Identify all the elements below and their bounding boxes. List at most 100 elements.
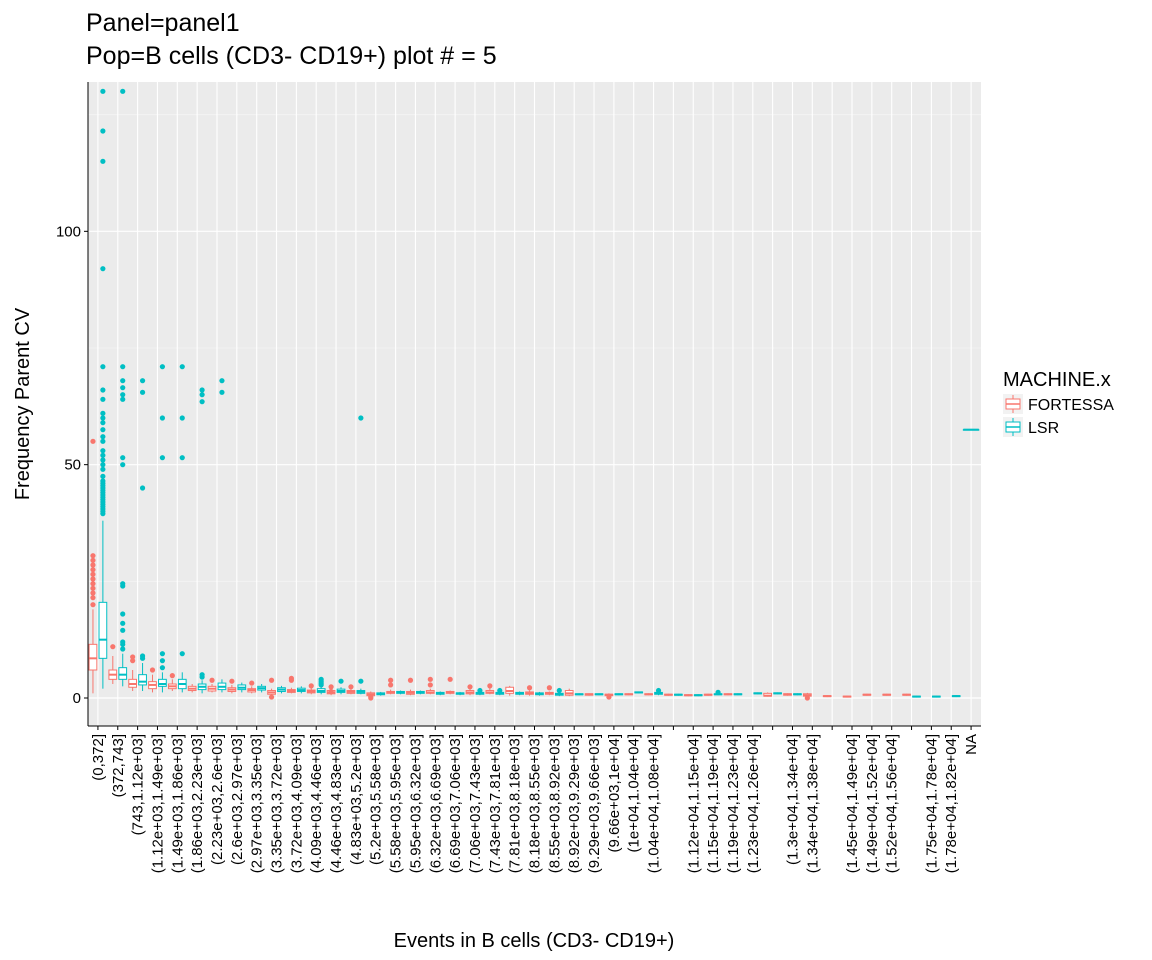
gridlines	[88, 82, 981, 726]
x-tick-label: (1.78e+04,1.82e+04]	[943, 734, 960, 873]
x-tick-label: (1.23e+04,1.26e+04]	[745, 734, 762, 873]
x-tick-label: (1.49e+03,1.86e+03]	[169, 734, 186, 873]
outlier-point	[328, 688, 334, 695]
y-axis-ticks: 0 50 100	[56, 223, 88, 707]
outlier-point	[159, 651, 166, 657]
x-tick-label: (1.52e+04,1.56e+04]	[884, 734, 901, 873]
x-tick-label: (1.34e+04,1.38e+04]	[804, 734, 821, 873]
box-lsr	[237, 682, 247, 693]
outlier-point	[268, 677, 275, 683]
outlier-point	[179, 651, 185, 657]
outlier-point	[90, 585, 96, 591]
outlier-point	[606, 694, 612, 700]
box-lsr	[614, 693, 624, 696]
outlier-point	[120, 455, 126, 461]
outlier-point	[804, 695, 810, 701]
box-fortessa	[822, 695, 832, 698]
outlier-point	[209, 677, 215, 683]
box-lsr	[376, 691, 386, 696]
outlier-point	[90, 602, 96, 608]
box-lsr	[296, 686, 306, 694]
box-lsr	[495, 687, 505, 696]
outlier-point	[100, 478, 106, 484]
box-fortessa	[88, 438, 98, 694]
chart-title: Panel=panel1	[86, 9, 240, 37]
box-iqr	[138, 674, 147, 686]
outlier-point	[100, 462, 106, 468]
x-tick-label: (7.06e+03,7.43e+03]	[467, 734, 484, 873]
x-tick-label: (7.43e+03,7.81e+03]	[487, 734, 504, 873]
outlier-point	[159, 364, 166, 370]
box-lsr	[475, 687, 485, 696]
outlier-point	[388, 677, 394, 683]
outlier-point	[90, 571, 96, 577]
x-tick-label: (1.19e+04,1.23e+04]	[725, 734, 742, 873]
outlier-point	[100, 410, 106, 416]
box-fortessa	[664, 693, 673, 696]
outlier-point	[199, 387, 205, 393]
box-lsr	[277, 685, 286, 694]
box-fortessa	[445, 676, 455, 695]
x-tick-label: (1e+04,1.04e+04]	[626, 734, 643, 852]
outlier-point	[199, 399, 205, 405]
outlier-point	[90, 553, 96, 559]
outlier-point	[407, 677, 414, 683]
outlier-point	[90, 576, 96, 582]
x-tick-label: (4.46e+03,4.83e+03]	[328, 734, 345, 873]
x-tick-label: (0,372]	[90, 734, 107, 781]
outlier-point	[497, 687, 503, 694]
chart-subtitle: Pop=B cells (CD3- CD19+) plot # = 5	[86, 42, 497, 70]
box-lsr	[674, 693, 683, 696]
box-lsr	[793, 693, 802, 696]
box-fortessa	[247, 680, 257, 694]
box-lsr	[336, 678, 346, 695]
box-fortessa	[644, 693, 653, 696]
box-lsr	[912, 695, 921, 698]
outlier-point	[169, 673, 175, 679]
x-tick-label: (7.81e+03,8.18e+03]	[507, 734, 524, 873]
legend-label: FORTESSA	[1028, 397, 1114, 414]
outlier-point	[139, 485, 146, 491]
box-iqr	[118, 667, 128, 680]
outlier-point	[90, 438, 96, 444]
outlier-point	[358, 678, 364, 684]
outlier-point	[100, 88, 106, 94]
box-lsr	[594, 693, 604, 696]
outlier-point	[715, 689, 721, 696]
outlier-point	[120, 620, 126, 626]
y-axis-title: Frequency Parent CV	[12, 307, 34, 500]
outlier-point	[120, 581, 126, 587]
outlier-point	[100, 387, 106, 393]
box-fortessa	[902, 693, 911, 696]
x-tick-label: (4.09e+03,4.46e+03]	[308, 734, 325, 873]
box-lsr	[962, 428, 980, 431]
outlier-point	[130, 658, 136, 664]
x-tick-label: (5.2e+03,5.58e+03]	[368, 734, 385, 865]
outlier-point	[90, 590, 96, 596]
box-fortessa	[862, 693, 872, 696]
outlier-point	[90, 557, 96, 563]
box-fortessa	[584, 693, 594, 696]
outlier-point	[100, 457, 106, 463]
outlier-point	[100, 158, 106, 164]
x-tick-label: (1.75e+04,1.78e+04]	[923, 734, 940, 873]
box-lsr	[118, 88, 128, 687]
box-fortessa	[167, 673, 177, 691]
outlier-point	[100, 128, 106, 134]
outlier-point	[556, 687, 562, 694]
outlier-point	[526, 685, 533, 691]
x-tick-label: (1.86e+03,2.23e+03]	[189, 734, 206, 873]
box-lsr	[773, 692, 782, 695]
box-fortessa	[525, 685, 534, 696]
x-tick-label: (6.32e+03,6.69e+03]	[427, 734, 444, 873]
outlier-point	[546, 685, 552, 691]
outlier-point	[249, 680, 255, 686]
x-tick-label: (3.72e+03,4.09e+03]	[288, 734, 305, 873]
x-tick-label: (8.18e+03,8.55e+03]	[527, 734, 544, 873]
x-tick-label: (1.04e+04,1.08e+04]	[646, 734, 663, 873]
box-iqr	[88, 643, 98, 671]
box-lsr	[416, 690, 425, 695]
outlier-point	[100, 364, 106, 370]
x-axis-ticks: (0,372] (372,743] (743,1.12e+03] (1.12e+03,…	[90, 726, 980, 873]
outlier-point	[348, 684, 354, 690]
